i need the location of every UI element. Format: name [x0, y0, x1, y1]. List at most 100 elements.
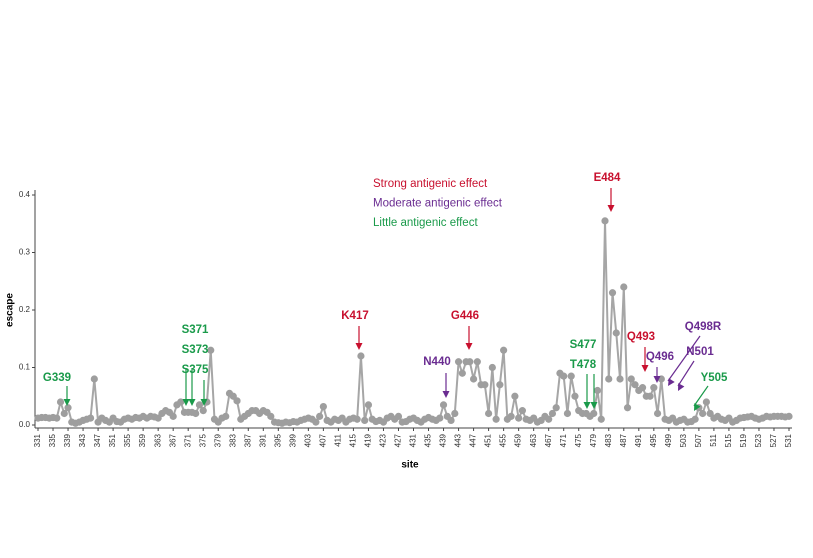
- x-tick-label: 395: [273, 433, 282, 447]
- data-point: [545, 415, 553, 423]
- data-point: [53, 414, 61, 422]
- x-tick-label: 335: [48, 433, 57, 447]
- x-tick-label: 507: [694, 433, 703, 447]
- data-point: [511, 392, 519, 400]
- x-tick-label: 451: [484, 433, 493, 447]
- annotation: Q498R: [685, 321, 722, 333]
- x-tick-label: 495: [649, 433, 658, 447]
- data-point: [394, 412, 403, 420]
- x-tick-label: 419: [364, 433, 373, 447]
- x-tick-label: 347: [93, 433, 102, 447]
- data-point: [571, 392, 579, 400]
- data-point: [60, 409, 68, 418]
- x-tick-label: 527: [769, 433, 778, 447]
- data-point: [560, 372, 568, 380]
- data-point: [500, 346, 508, 354]
- y-tick-label: 0.1: [19, 363, 31, 372]
- data-point: [361, 416, 369, 424]
- annotation-arrowhead: [188, 399, 196, 406]
- data-point: [488, 363, 496, 372]
- data-point: [608, 289, 617, 297]
- annotation-arrowhead: [63, 399, 71, 406]
- data-point: [466, 358, 474, 366]
- annotation-arrowhead: [678, 383, 685, 391]
- data-point: [518, 407, 526, 415]
- data-point: [646, 392, 654, 400]
- annotation: S371: [182, 324, 209, 336]
- x-tick-label: 355: [123, 433, 132, 447]
- legend-entry: Little antigenic effect: [373, 217, 478, 229]
- y-tick-label: 0.3: [19, 248, 31, 257]
- data-point: [353, 415, 361, 423]
- data-point: [620, 283, 628, 291]
- x-tick-label: 351: [108, 433, 117, 447]
- data-point: [515, 414, 523, 422]
- y-tick-label: 0.0: [19, 420, 31, 429]
- x-tick-label: 387: [243, 433, 252, 447]
- annotation-arrowhead: [200, 399, 208, 406]
- x-tick-label: 415: [349, 433, 358, 447]
- x-tick-label: 367: [168, 433, 177, 447]
- data-point: [312, 418, 320, 426]
- x-tick-label: 339: [63, 433, 72, 447]
- series-line: [37, 219, 790, 425]
- x-tick-label: 407: [318, 433, 327, 447]
- data-point: [364, 401, 373, 409]
- annotation-arrowhead: [465, 343, 473, 350]
- annotation-arrowhead: [607, 205, 615, 212]
- data-point: [492, 415, 500, 423]
- x-tick-label: 467: [544, 433, 553, 447]
- data-point: [439, 401, 448, 409]
- annotation: K417: [341, 310, 369, 322]
- annotation: S477: [570, 339, 597, 351]
- annotation: Q496: [646, 351, 674, 363]
- annotation-arrow: [667, 335, 701, 382]
- x-tick-label: 391: [258, 433, 267, 447]
- x-tick-label: 487: [619, 433, 628, 447]
- data-point: [64, 404, 72, 412]
- data-point: [90, 375, 98, 383]
- data-point: [485, 409, 493, 418]
- x-tick-label: 359: [138, 433, 147, 447]
- data-point: [458, 369, 466, 377]
- data-point: [638, 384, 647, 392]
- annotation: Y505: [701, 372, 728, 384]
- x-tick-label: 411: [334, 433, 343, 446]
- data-point: [653, 409, 662, 418]
- legend-entry: Moderate antigenic effect: [373, 198, 503, 210]
- x-tick-label: 447: [469, 433, 478, 447]
- x-tick-label: 363: [153, 433, 162, 447]
- annotation-arrowhead: [653, 376, 661, 383]
- x-tick-label: 443: [454, 433, 463, 447]
- data-point: [650, 384, 658, 392]
- x-tick-label: 463: [529, 433, 538, 447]
- x-tick-label: 383: [228, 433, 237, 447]
- data-point: [612, 329, 620, 337]
- x-tick-label: 435: [424, 433, 433, 447]
- annotation: T478: [570, 359, 597, 371]
- x-tick-label: 343: [78, 433, 87, 447]
- x-tick-label: 479: [589, 433, 598, 447]
- data-point: [454, 358, 463, 366]
- x-tick-label: 403: [303, 433, 312, 447]
- data-point: [631, 381, 639, 389]
- data-point: [496, 381, 504, 389]
- annotation: N501: [686, 346, 714, 358]
- annotation: E484: [594, 172, 621, 184]
- annotation: Q493: [627, 331, 655, 343]
- data-point: [233, 397, 241, 405]
- data-point: [177, 398, 185, 406]
- x-tick-label: 371: [183, 433, 192, 447]
- annotation-arrowhead: [355, 343, 363, 350]
- annotation-arrowhead: [182, 399, 190, 406]
- x-tick-label: 471: [559, 433, 568, 447]
- annotation-arrowhead: [583, 402, 591, 409]
- annotation-arrowhead: [442, 391, 450, 398]
- y-tick-label: 0.4: [19, 190, 31, 199]
- x-axis-label: site: [401, 460, 419, 471]
- data-point: [563, 409, 572, 418]
- data-point: [222, 412, 230, 420]
- x-tick-label: 431: [409, 433, 418, 447]
- annotation-arrowhead: [641, 365, 649, 372]
